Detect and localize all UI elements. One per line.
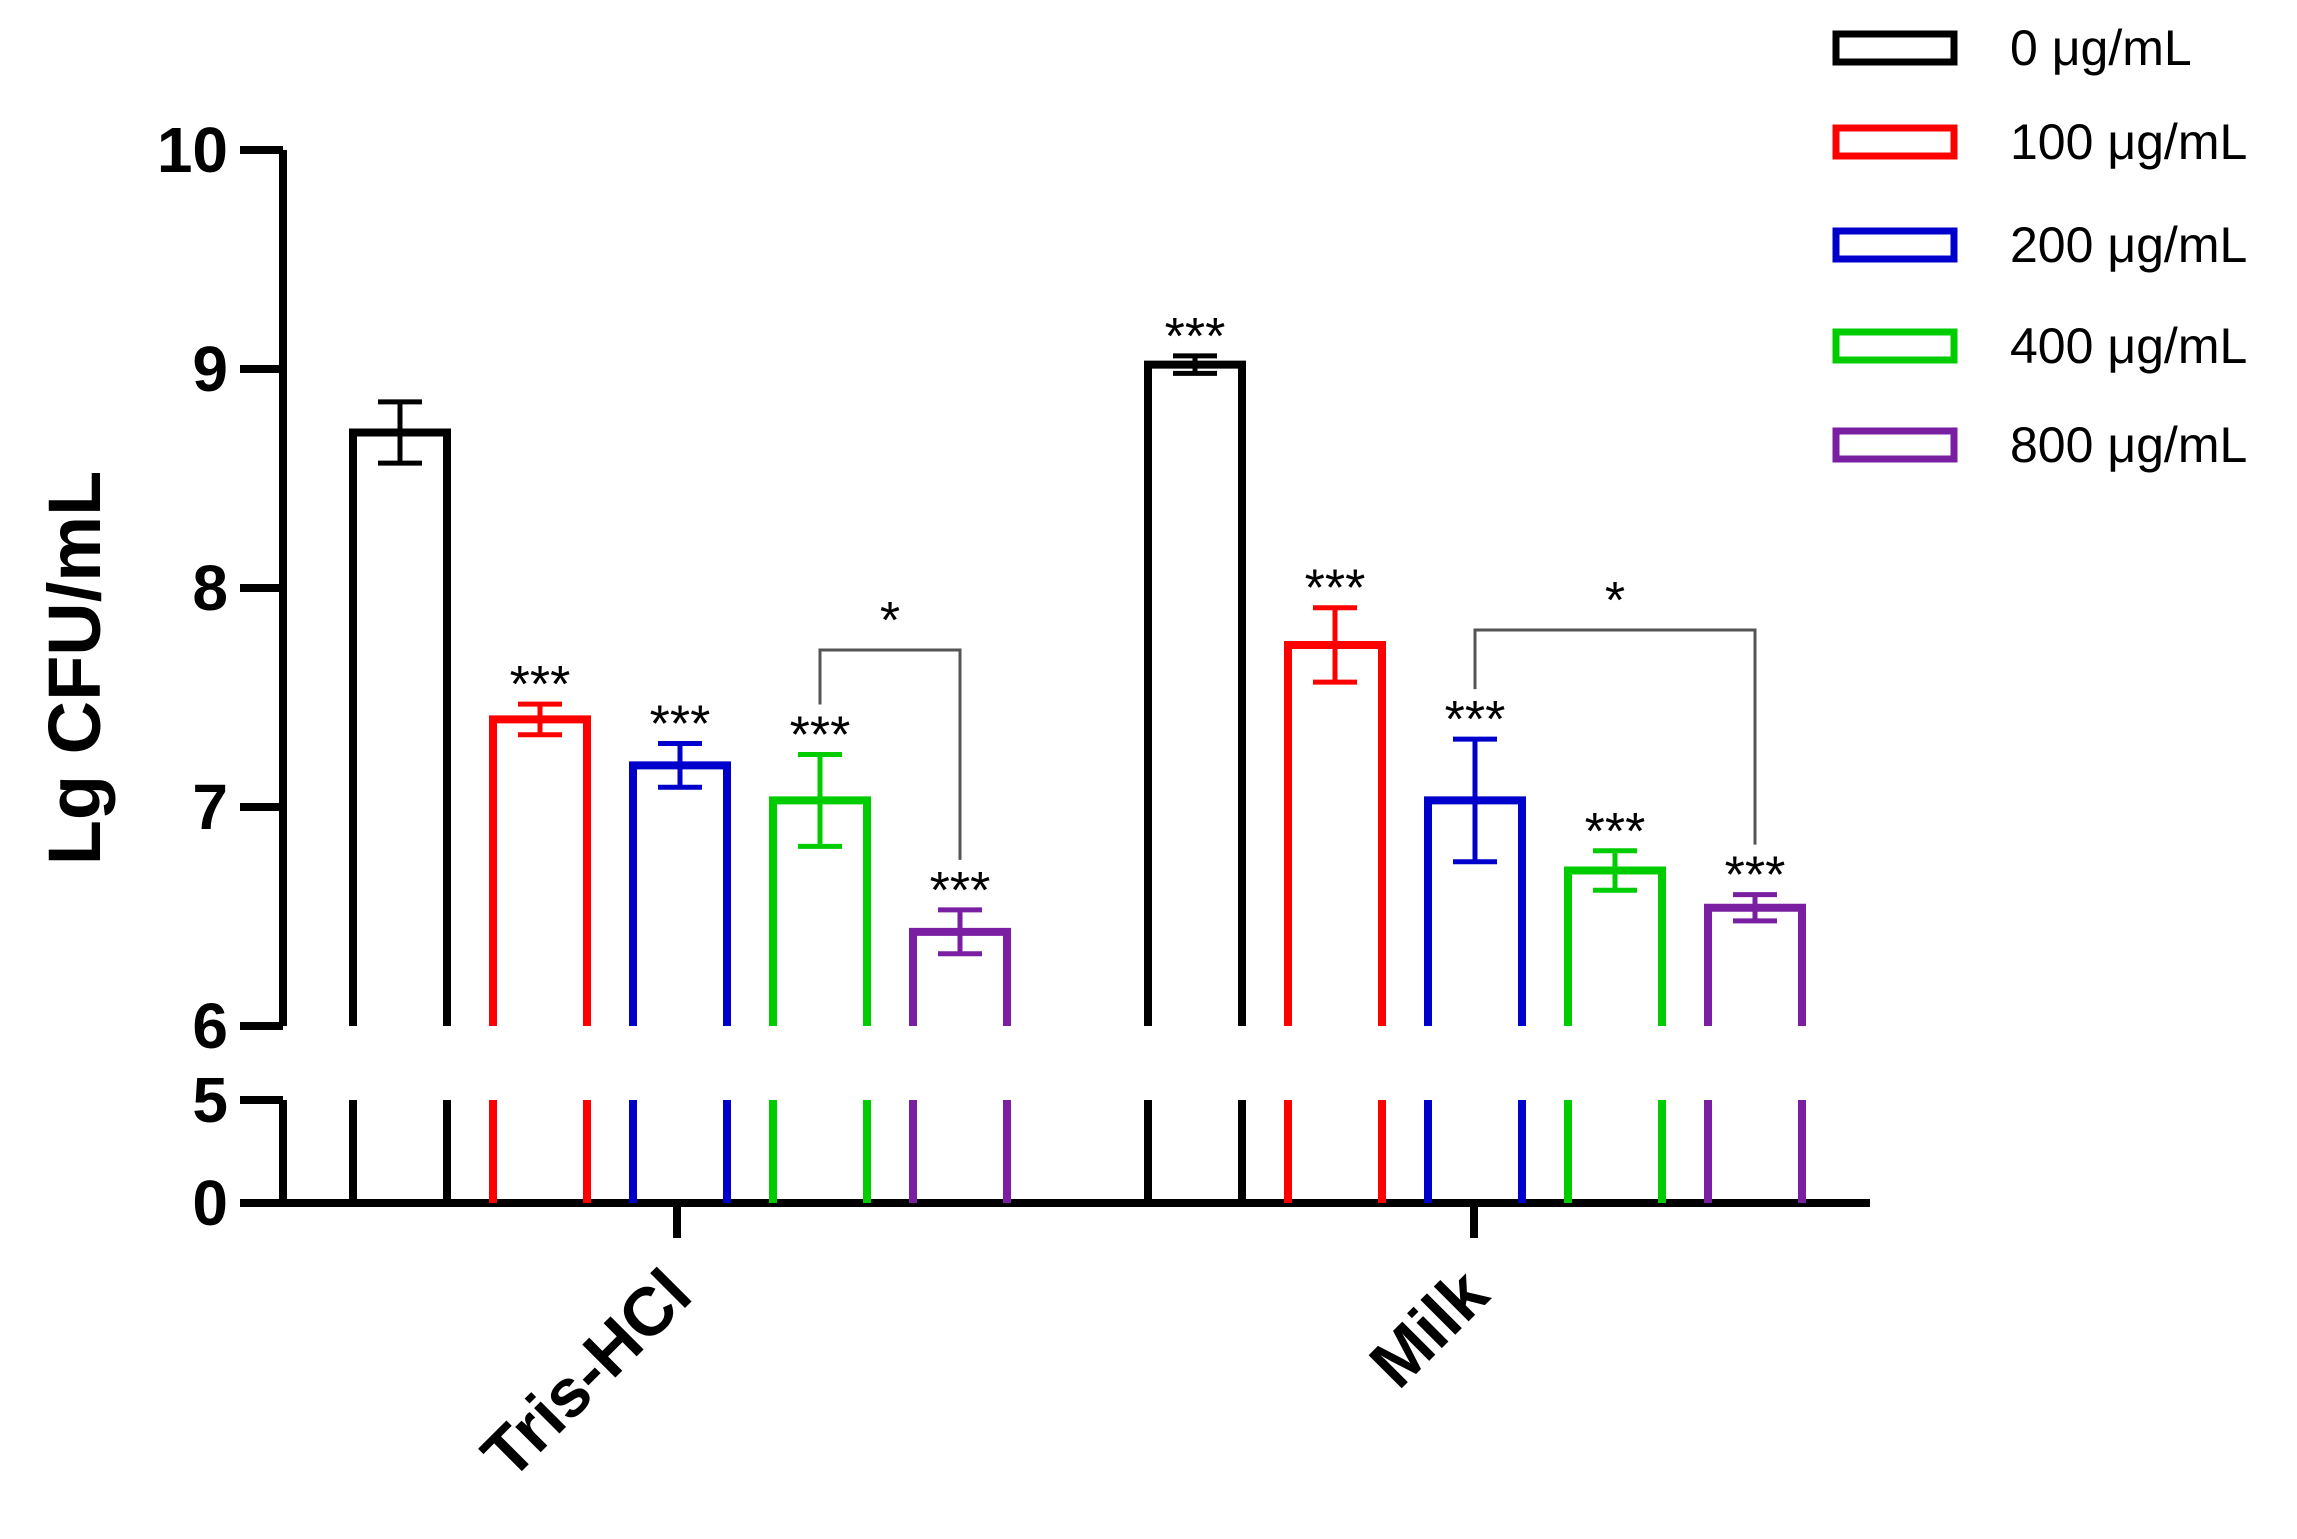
significance-annotations: ****** ********************** * <box>510 308 1786 920</box>
comparison-label: * <box>880 592 900 650</box>
legend-swatch <box>1832 124 1958 160</box>
significance-stars: *** <box>1725 847 1786 905</box>
x-tick-label: Tris-HCl <box>468 1255 706 1493</box>
legend-item: 200 μg/mL <box>1832 217 2247 273</box>
bar <box>1564 866 1666 1026</box>
bar-group <box>349 399 451 1203</box>
y-axis-title: Lg CFU/mL <box>33 471 116 866</box>
significance-stars: *** <box>1165 308 1226 366</box>
bar <box>629 761 731 1026</box>
significance-stars: *** <box>1305 560 1366 618</box>
bars <box>349 353 1806 1203</box>
bar-group <box>629 740 731 1203</box>
bar-group <box>769 751 871 1203</box>
legend-item: 400 μg/mL <box>1832 318 2247 374</box>
y-tick-label: 7 <box>192 771 228 843</box>
y-tick-label: 0 <box>192 1167 228 1239</box>
y-tick-label: 8 <box>192 552 228 624</box>
legend-swatch <box>1832 328 1958 364</box>
legend-label: 100 μg/mL <box>2010 114 2247 170</box>
bar-group <box>1704 892 1806 1203</box>
bar <box>1284 640 1386 1026</box>
significance-stars: *** <box>930 862 991 920</box>
bar <box>1144 360 1246 1026</box>
bar-group <box>1424 736 1526 1203</box>
bar <box>349 428 451 1026</box>
y-tick-label: 10 <box>157 114 228 186</box>
bar <box>1704 903 1806 1026</box>
legend-item: 800 μg/mL <box>1832 417 2247 473</box>
y-tick-label: 5 <box>192 1064 228 1136</box>
bar-group <box>1144 353 1246 1203</box>
bar-group <box>1564 848 1666 1203</box>
legend: 0 μg/mL 100 μg/mL 200 μg/mL 400 μg/mL 800 μg… <box>1832 20 2247 473</box>
significance-stars: *** <box>790 706 851 764</box>
legend-label: 400 μg/mL <box>2010 318 2247 374</box>
significance-stars: *** <box>650 695 711 753</box>
comparison-label: * <box>1605 572 1625 630</box>
legend-label: 0 μg/mL <box>2010 20 2192 76</box>
legend-label: 800 μg/mL <box>2010 417 2247 473</box>
bar-group <box>909 907 1011 1203</box>
significance-stars: *** <box>510 656 571 714</box>
significance-stars: *** <box>1445 691 1506 749</box>
legend-label: 200 μg/mL <box>2010 217 2247 273</box>
y-tick-label: 9 <box>192 333 228 405</box>
comparison-bracket <box>1473 628 1757 845</box>
significance-stars: *** <box>1585 803 1646 861</box>
legend-swatch <box>1832 30 1958 66</box>
x-tick-label: Milk <box>1355 1255 1502 1402</box>
bar <box>489 715 591 1026</box>
bar-group <box>1284 605 1386 1203</box>
comparison-bracket <box>818 648 962 860</box>
y-tick-label: 6 <box>192 990 228 1062</box>
legend-swatch <box>1832 227 1958 263</box>
bar-group <box>489 701 591 1203</box>
legend-swatch <box>1832 427 1958 463</box>
legend-item: 0 μg/mL <box>1832 20 2192 76</box>
legend-item: 100 μg/mL <box>1832 114 2247 170</box>
